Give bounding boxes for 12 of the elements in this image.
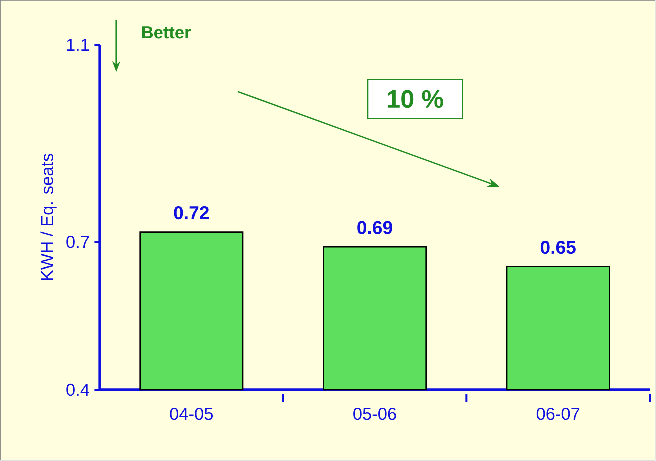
text: Better — [142, 26, 191, 39]
y-axis-title: KWH / Eq. seats — [40, 154, 57, 280]
y-tick-label: 0.7 — [66, 236, 90, 248]
data-label: 0.65 — [540, 240, 576, 254]
annotation: 10 % — [388, 90, 444, 108]
x-tick-label: 04-05 — [170, 408, 214, 420]
data-label: 0.72 — [174, 206, 210, 220]
y-tick-label: 1.1 — [67, 39, 90, 51]
x-tick-label: 05-06 — [354, 408, 396, 420]
y-tick-label: 0.4 — [66, 384, 90, 396]
data-label: 0.69 — [358, 221, 392, 234]
x-tick-label: 06-07 — [536, 408, 580, 420]
